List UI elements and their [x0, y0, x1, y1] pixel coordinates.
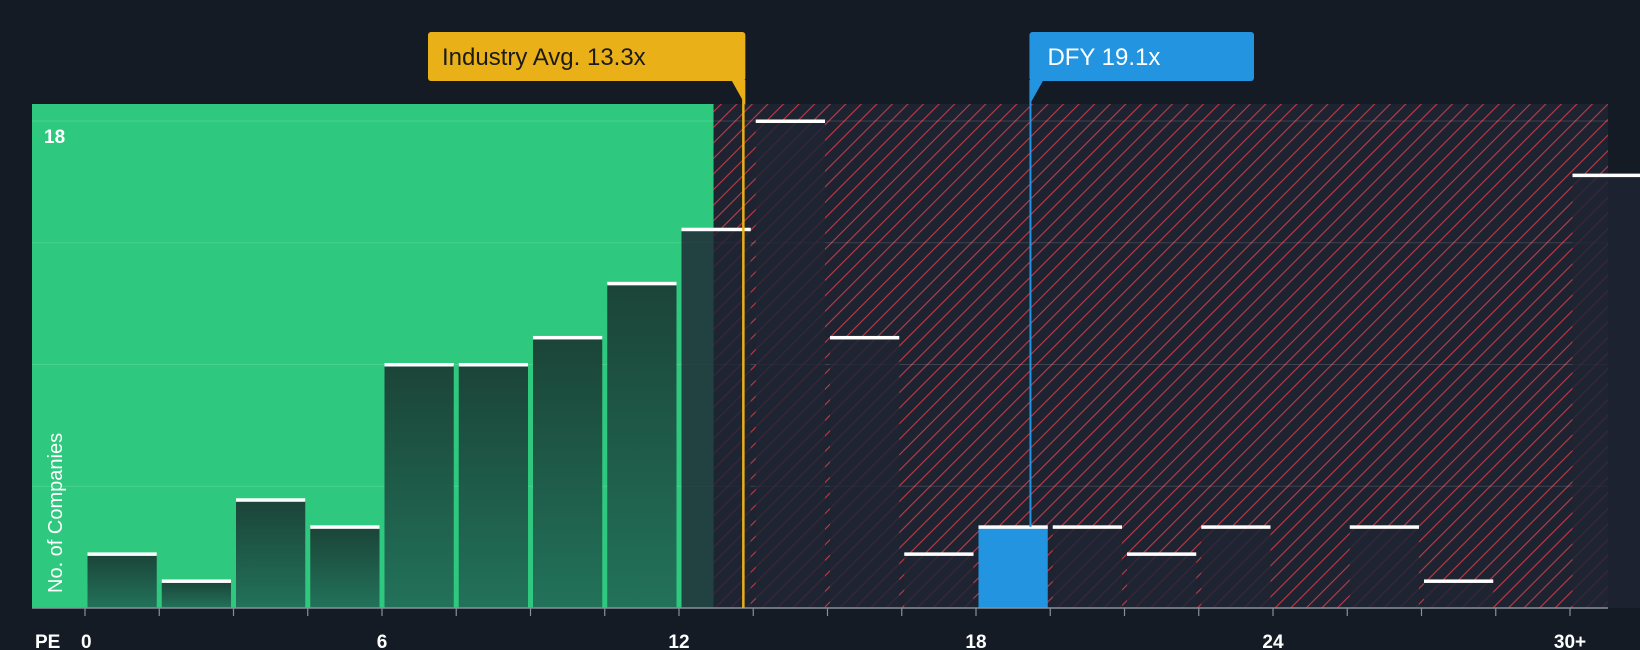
- company-pe-box: [1029, 32, 1254, 81]
- x-tick-label: 6: [377, 632, 388, 650]
- industry-average-pointer: [731, 80, 746, 105]
- y-axis-label: No. of Companies: [45, 433, 67, 593]
- histogram-bar-2: [161, 580, 231, 608]
- histogram-bar-3: [236, 499, 306, 608]
- industry-average-label: Industry Avg. 13.3x: [442, 44, 646, 71]
- histogram-bar-cap-4: [310, 525, 380, 529]
- histogram-bar-cap-5: [384, 363, 454, 367]
- histogram-bar-6: [458, 364, 528, 608]
- histogram-bar-8: [607, 283, 677, 608]
- histogram-bar-cap-3: [236, 498, 306, 502]
- histogram-bar-cap-8: [607, 281, 677, 286]
- histogram-bar-cap-21: [1572, 173, 1640, 178]
- histogram-bar-21: [1572, 175, 1640, 608]
- histogram-bar-cap-2: [161, 579, 231, 583]
- x-tick-label: 24: [1262, 632, 1284, 650]
- x-tick-label: 30+: [1554, 632, 1586, 650]
- histogram-bar-cap-7: [533, 335, 603, 340]
- histogram-bar-11: [830, 337, 900, 608]
- company-pe-label: DFY 19.1x: [1047, 44, 1160, 71]
- histogram-bar-12: [904, 553, 974, 608]
- industry-average-callout: Industry Avg. 13.3x: [428, 32, 746, 105]
- x-tick-label: 18: [965, 632, 986, 650]
- histogram-bar-4: [310, 526, 380, 608]
- histogram-bar-19: [1424, 580, 1494, 608]
- histogram-bar-5: [384, 364, 454, 608]
- histogram-bar-cap-11: [830, 335, 900, 340]
- histogram-bar-cap-6: [458, 363, 528, 367]
- histogram-bar-15: [1127, 553, 1197, 608]
- histogram-bar-16: [1201, 526, 1271, 608]
- histogram-bar-cap-15: [1127, 552, 1197, 556]
- histogram-bar-1: [87, 553, 157, 608]
- histogram-bar-cap-18: [1349, 525, 1419, 529]
- company-callout: DFY 19.1x: [1029, 32, 1254, 105]
- histogram-bar-cap-14: [1052, 525, 1122, 529]
- histogram-bar-18: [1349, 526, 1419, 608]
- histogram-bar-cap-9: [681, 227, 751, 232]
- histogram-bar-cap-10: [755, 119, 825, 123]
- histogram-bar-13: [978, 526, 1048, 608]
- histogram-bar-cap-1: [87, 552, 157, 556]
- histogram-bar-cap-19: [1424, 579, 1494, 583]
- y-axis-max-label: 18: [44, 127, 65, 148]
- histogram-bar-cap-12: [904, 552, 974, 556]
- histogram-bar-7: [533, 337, 603, 608]
- x-tick-label: 12: [668, 632, 689, 650]
- histogram-bar-cap-13: [978, 525, 1048, 529]
- histogram-bar-10: [755, 121, 825, 608]
- histogram-bar-cap-16: [1201, 525, 1271, 529]
- histogram-bar-14: [1052, 526, 1122, 608]
- histogram-bar-9: [681, 229, 751, 608]
- x-axis-label: PE: [35, 632, 60, 650]
- industry-average-box: [428, 32, 746, 81]
- x-tick-label: 0: [81, 632, 92, 650]
- company-pe-pointer: [1029, 80, 1044, 105]
